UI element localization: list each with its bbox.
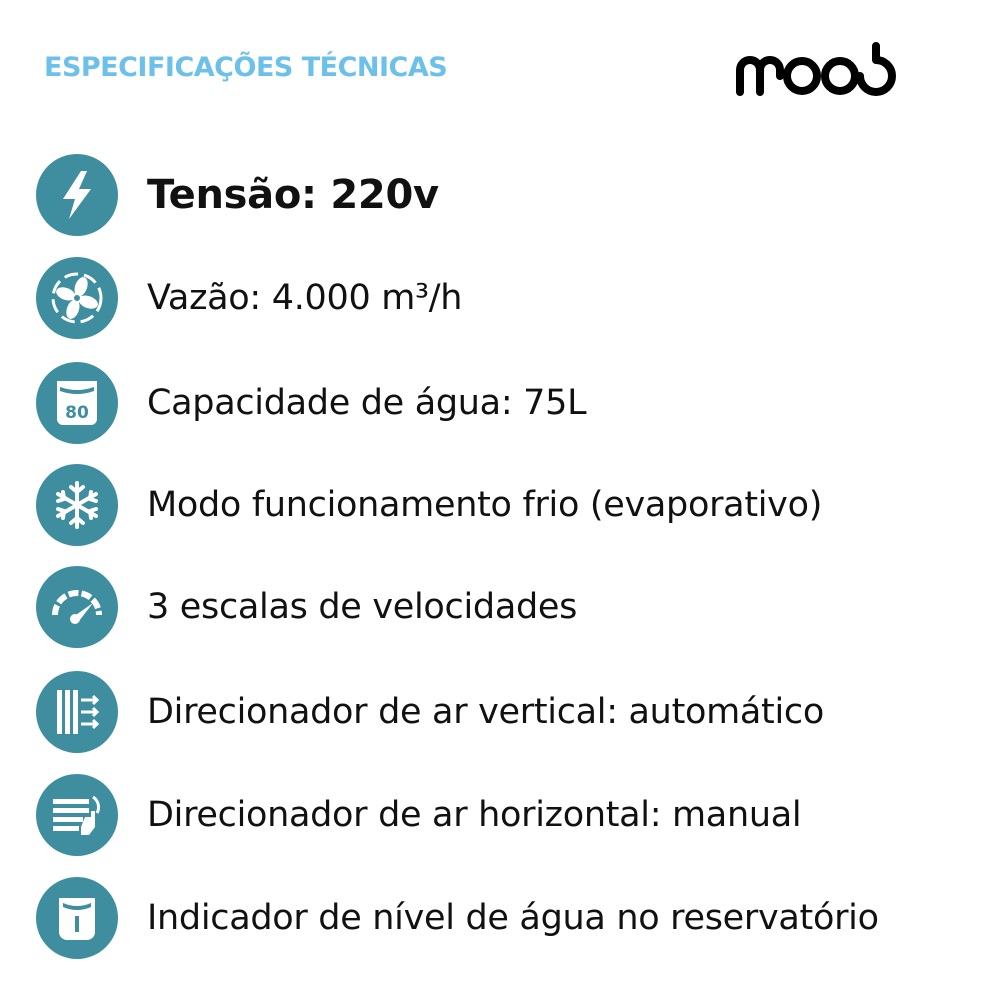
- svg-text:80: 80: [65, 403, 89, 423]
- vertical-airflow-icon: [36, 671, 118, 753]
- spec-water-level-indicator: Indicador de nível de água no reservatór…: [36, 877, 879, 959]
- water-tank-icon: 80: [36, 362, 118, 444]
- page-title: ESPECIFICAÇÕES TÉCNICAS: [44, 52, 448, 83]
- lightning-icon: [36, 154, 118, 236]
- spec-speeds: 3 escalas de velocidades: [36, 566, 577, 648]
- spec-cooling-mode: Modo funcionamento frio (evaporativo): [36, 464, 822, 546]
- spec-horizontal-airflow: Direcionador de ar horizontal: manual: [36, 774, 802, 856]
- spec-vertical-airflow: Direcionador de ar vertical: automático: [36, 671, 824, 753]
- spec-voltage: Tensão: 220v: [36, 154, 439, 236]
- horizontal-airflow-icon: [36, 774, 118, 856]
- spec-label: Indicador de nível de água no reservatór…: [147, 898, 879, 938]
- spec-label: Capacidade de água: 75L: [147, 383, 587, 423]
- water-level-icon: [36, 877, 118, 959]
- spec-label: Direcionador de ar horizontal: manual: [147, 795, 802, 835]
- spec-airflow: Vazão: 4.000 m³/h: [36, 257, 462, 339]
- spec-label: Vazão: 4.000 m³/h: [147, 278, 463, 318]
- spec-label: Direcionador de ar vertical: automático: [147, 692, 824, 732]
- spec-label: Modo funcionamento frio (evaporativo): [147, 485, 823, 525]
- brand-logo: [736, 42, 896, 96]
- speedometer-icon: [36, 566, 118, 648]
- spec-label: 3 escalas de velocidades: [147, 587, 578, 627]
- fan-icon: [36, 257, 118, 339]
- spec-water-capacity: 80 Capacidade de água: 75L: [36, 362, 587, 444]
- snowflake-icon: [36, 464, 118, 546]
- spec-label: Tensão: 220v: [147, 172, 439, 218]
